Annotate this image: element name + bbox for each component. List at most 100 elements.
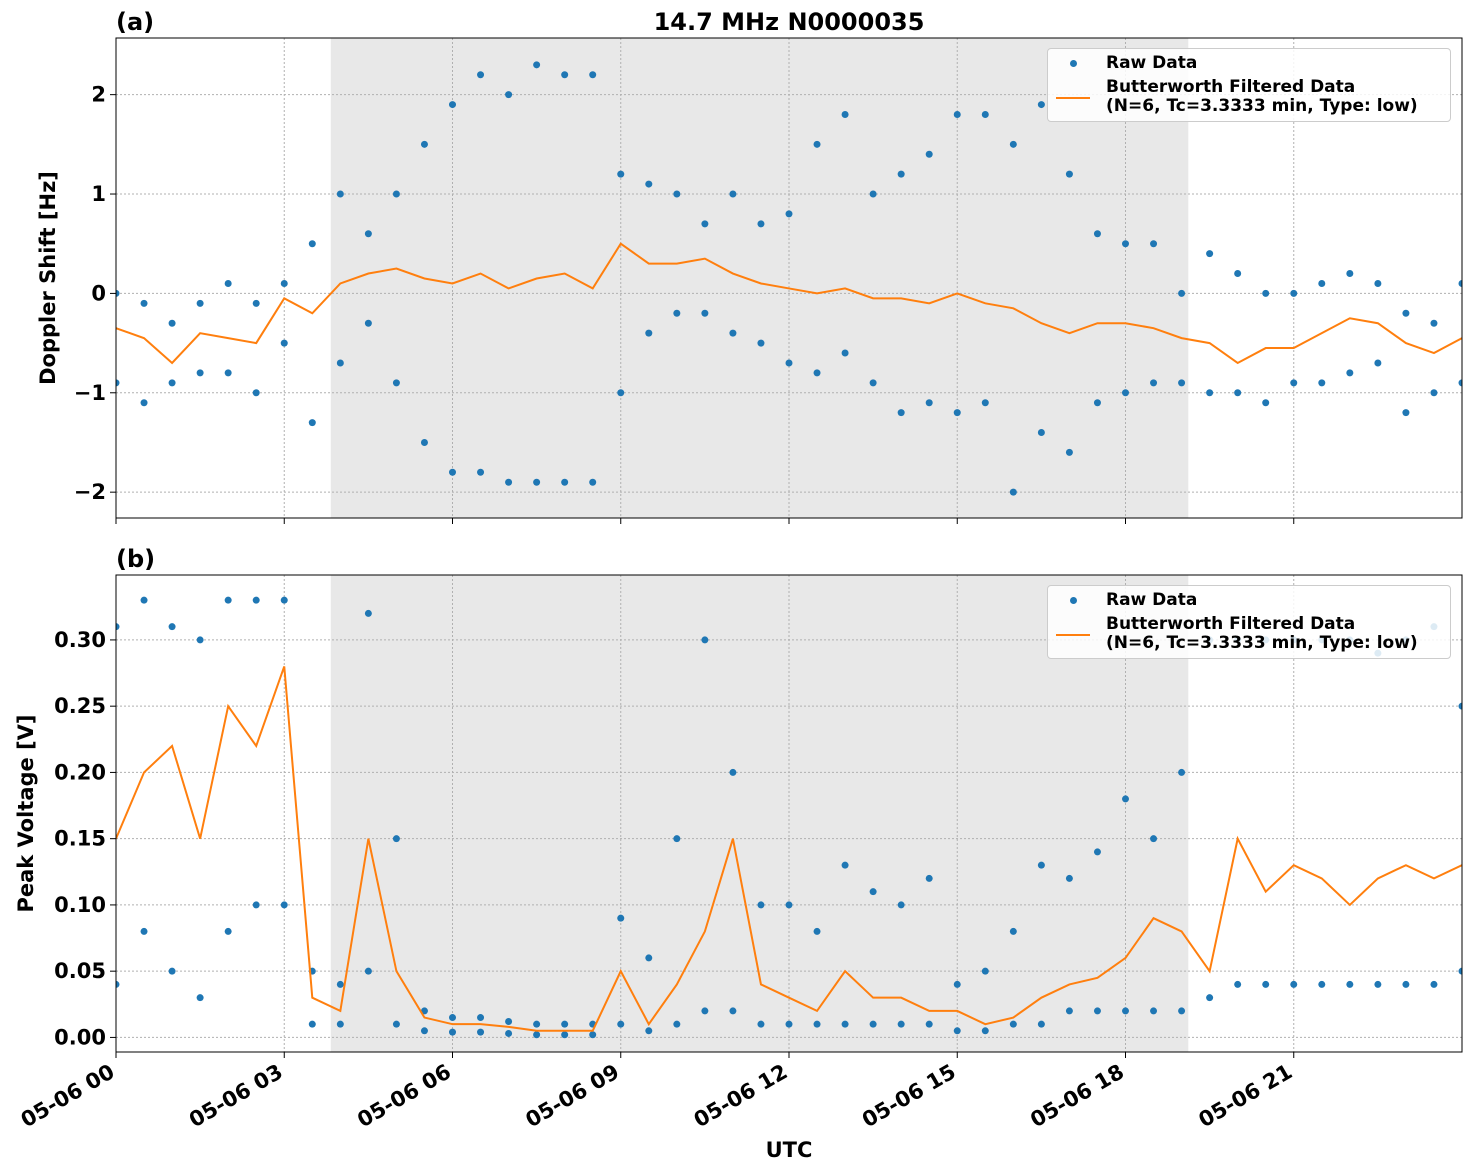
raw-point — [1065, 448, 1073, 456]
raw-point — [1346, 270, 1354, 278]
raw-point — [1430, 319, 1438, 327]
raw-point — [392, 835, 400, 843]
raw-point — [897, 901, 905, 909]
raw-point — [981, 1027, 989, 1035]
raw-point — [280, 901, 288, 909]
raw-point — [280, 339, 288, 347]
y-tick-label: 0.00 — [54, 1025, 106, 1049]
raw-point — [757, 901, 765, 909]
raw-point — [449, 1028, 456, 1036]
raw-point — [140, 399, 148, 407]
raw-point — [449, 468, 456, 476]
raw-point — [645, 180, 653, 188]
raw-point — [561, 1031, 569, 1039]
raw-point — [1065, 874, 1073, 882]
raw-point — [477, 1014, 485, 1022]
y-axis-label: Peak Voltage [V] — [14, 714, 38, 912]
raw-point — [953, 409, 961, 417]
raw-point — [1374, 279, 1382, 287]
legend-symbol — [1056, 97, 1090, 99]
raw-point — [280, 279, 288, 287]
raw-point — [1206, 250, 1214, 258]
raw-point — [1458, 967, 1462, 975]
x-tick-label: 05-06 00 — [17, 1060, 119, 1133]
legend-item: Raw Data — [1048, 54, 1450, 73]
legend-symbol — [1056, 634, 1090, 636]
raw-point — [1234, 389, 1242, 397]
raw-point — [1458, 279, 1462, 287]
raw-point — [981, 111, 989, 119]
y-tick-label: 0.10 — [54, 893, 106, 917]
raw-point — [701, 309, 709, 317]
raw-point — [561, 71, 569, 79]
y-tick-label: 0.20 — [54, 760, 106, 784]
x-axis-label: UTC — [766, 1138, 813, 1162]
y-tick-label: 0.15 — [54, 827, 106, 851]
raw-point — [617, 914, 625, 922]
raw-point — [1402, 409, 1410, 417]
raw-point — [589, 478, 597, 486]
raw-point — [1037, 101, 1045, 109]
raw-point — [1150, 1007, 1158, 1015]
raw-point — [813, 369, 821, 377]
raw-point — [1065, 1007, 1073, 1015]
raw-point — [757, 1020, 765, 1028]
raw-point — [449, 101, 456, 109]
legend-item: Raw Data — [1048, 591, 1450, 610]
raw-point — [757, 339, 765, 347]
raw-point — [561, 478, 569, 486]
legend-symbol — [1070, 597, 1077, 604]
raw-point — [813, 140, 821, 148]
y-tick-label: 0.30 — [54, 628, 106, 652]
raw-point — [308, 1020, 316, 1028]
x-tick-label: 05-06 03 — [185, 1060, 287, 1133]
raw-point — [364, 609, 372, 617]
raw-point — [561, 1020, 569, 1028]
raw-point — [729, 190, 737, 198]
raw-point — [589, 71, 597, 79]
raw-point — [392, 190, 400, 198]
raw-point — [505, 91, 513, 99]
raw-point — [701, 220, 709, 228]
raw-point — [1374, 980, 1382, 988]
raw-point — [505, 478, 513, 486]
y-tick-label: 1 — [91, 182, 106, 206]
raw-point — [116, 379, 120, 387]
raw-point — [336, 190, 344, 198]
raw-point — [841, 861, 849, 869]
raw-point — [252, 596, 260, 604]
raw-point — [981, 399, 989, 407]
raw-point — [336, 1020, 344, 1028]
raw-point — [925, 150, 933, 158]
raw-point — [449, 1014, 456, 1022]
raw-point — [1178, 1007, 1186, 1015]
y-tick-label: 0.05 — [54, 959, 106, 983]
raw-point — [1122, 240, 1129, 248]
raw-point — [140, 596, 148, 604]
raw-point — [168, 967, 176, 975]
raw-point — [897, 409, 905, 417]
raw-point — [785, 210, 793, 218]
plot-area — [116, 61, 1462, 496]
x-tick-label: 05-06 21 — [1194, 1060, 1296, 1133]
y-axis-label: Doppler Shift [Hz] — [36, 171, 60, 385]
raw-point — [364, 230, 372, 238]
filtered-line — [116, 242, 1462, 365]
panel-label: (a) — [116, 8, 154, 36]
raw-point — [392, 379, 400, 387]
raw-point — [1290, 980, 1298, 988]
raw-point — [673, 1020, 681, 1028]
raw-point — [420, 140, 428, 148]
raw-point — [196, 369, 204, 377]
raw-point — [477, 468, 485, 476]
raw-point — [1206, 389, 1214, 397]
filtered-line — [116, 666, 1462, 1032]
raw-point — [1402, 980, 1410, 988]
raw-point — [729, 329, 737, 337]
raw-point — [533, 61, 541, 69]
raw-point — [1290, 289, 1298, 297]
raw-point — [645, 329, 653, 337]
raw-point — [1346, 369, 1354, 377]
raw-point — [1037, 429, 1045, 437]
raw-point — [1262, 980, 1270, 988]
